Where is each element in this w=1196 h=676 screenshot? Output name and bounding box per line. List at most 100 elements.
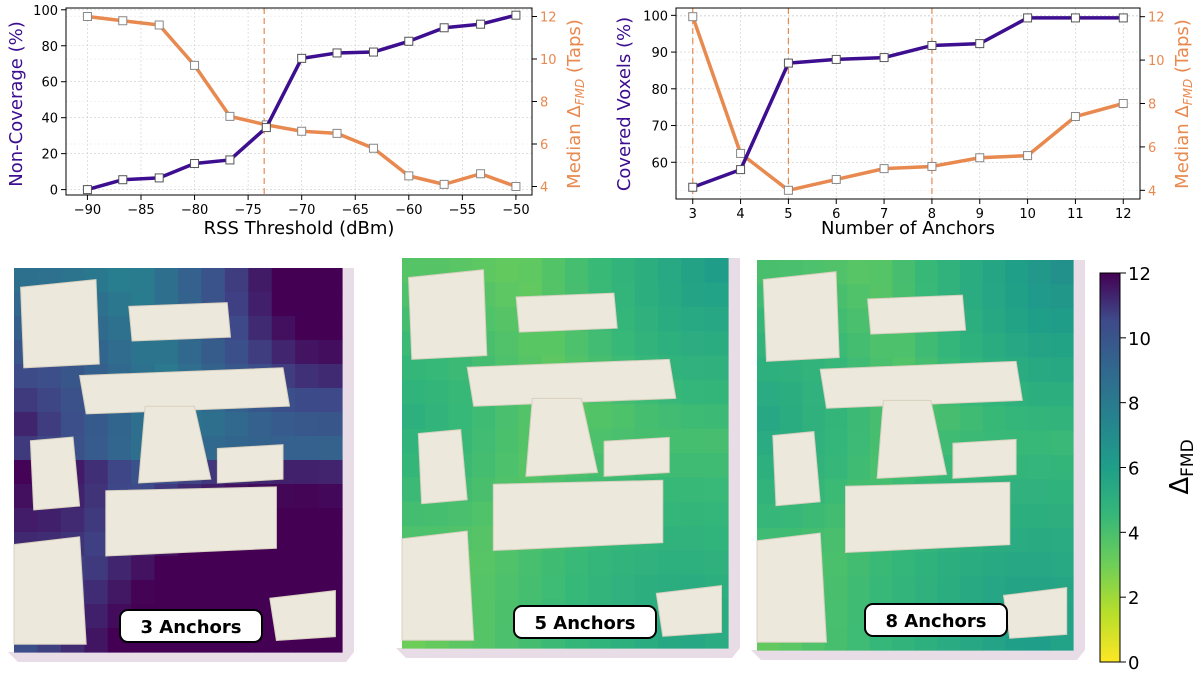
map-cell bbox=[847, 576, 871, 602]
map-cell bbox=[84, 556, 109, 581]
colorbar-tick-label: 0 bbox=[1128, 653, 1139, 674]
map-cell bbox=[1027, 284, 1052, 310]
map-cell bbox=[779, 503, 803, 529]
map-furniture bbox=[29, 436, 81, 511]
rss-primary-point bbox=[225, 155, 235, 165]
map-cell bbox=[915, 333, 939, 359]
map-cell bbox=[471, 428, 496, 454]
map-cell bbox=[295, 508, 320, 533]
map-cell bbox=[107, 268, 132, 293]
map-cell bbox=[271, 268, 296, 293]
map-cell bbox=[14, 412, 39, 437]
anchors-primary-point bbox=[927, 40, 937, 50]
anchors-y2label-main: Median Δ bbox=[1172, 105, 1193, 189]
anchors-y2tick-label: 10 bbox=[1148, 54, 1165, 69]
map-cell bbox=[178, 580, 203, 605]
map-cell bbox=[982, 260, 1006, 285]
map-cell bbox=[824, 430, 848, 456]
chart-number-of-anchors: Covered Voxels (%) Number of Anchors Med… bbox=[614, 7, 1195, 239]
map-cell bbox=[495, 282, 520, 308]
map-cell bbox=[588, 550, 613, 576]
map-cell bbox=[681, 526, 706, 552]
map-cell bbox=[448, 355, 473, 381]
map-cell bbox=[779, 381, 803, 407]
map-cell bbox=[84, 412, 109, 437]
anchors-primary-point bbox=[783, 58, 793, 68]
anchors-y2tick-label: 4 bbox=[1148, 184, 1156, 199]
map-cell bbox=[201, 340, 226, 365]
map-cell bbox=[318, 292, 343, 317]
rss-ytick-label: 80 bbox=[41, 40, 58, 55]
map-cell bbox=[295, 412, 320, 437]
rss-ytick-label: 60 bbox=[41, 76, 58, 91]
rss-xtick-label: −75 bbox=[234, 203, 261, 218]
map-cell bbox=[757, 381, 781, 407]
anchors-secondary-point bbox=[736, 148, 746, 158]
anchors-y2tick-label: 6 bbox=[1148, 141, 1156, 156]
map-cell bbox=[295, 316, 320, 341]
map-cell bbox=[402, 355, 426, 381]
map-cell bbox=[518, 258, 543, 283]
map-furniture bbox=[466, 358, 677, 407]
map-cell bbox=[154, 556, 179, 581]
rss-secondary-point bbox=[368, 143, 378, 153]
map-cell bbox=[847, 455, 871, 480]
colorbar-tick-label: 10 bbox=[1128, 329, 1151, 350]
map-cell bbox=[178, 268, 203, 293]
map-cell bbox=[1050, 479, 1074, 505]
map-cell bbox=[802, 357, 826, 383]
map-furniture bbox=[845, 481, 1011, 554]
anchors-secondary-point bbox=[1023, 151, 1033, 161]
map-cell bbox=[757, 479, 781, 505]
map-furniture bbox=[269, 590, 336, 642]
map-cell bbox=[704, 453, 729, 478]
map-cell bbox=[847, 260, 871, 285]
map-cell bbox=[471, 453, 496, 478]
map-cell bbox=[960, 260, 984, 285]
map-cell bbox=[448, 404, 473, 430]
map-cell bbox=[704, 404, 729, 430]
map-cell bbox=[634, 404, 659, 430]
map-cell bbox=[1005, 479, 1029, 505]
map-cell bbox=[1050, 552, 1074, 578]
map-cell bbox=[634, 331, 659, 357]
map-cell bbox=[84, 628, 109, 653]
anchors-primary-point bbox=[975, 39, 985, 49]
map-cell bbox=[471, 404, 496, 430]
map-cell bbox=[588, 331, 613, 357]
map-cell bbox=[248, 556, 273, 581]
colorbar-label-main: Δ bbox=[1165, 477, 1195, 495]
map-cell bbox=[658, 550, 683, 576]
map-furniture bbox=[756, 532, 828, 643]
map-cell bbox=[681, 379, 706, 405]
map-cell bbox=[757, 357, 781, 383]
map-cell bbox=[271, 292, 296, 317]
map-cell bbox=[318, 364, 343, 389]
map-furniture bbox=[603, 436, 670, 477]
map-cell bbox=[1005, 333, 1029, 359]
map-cell bbox=[982, 284, 1006, 310]
map-label-box bbox=[119, 609, 263, 643]
rss-primary-point bbox=[118, 175, 128, 185]
map-cell bbox=[402, 501, 426, 527]
map-label-box bbox=[513, 605, 657, 639]
map-cell bbox=[1027, 308, 1052, 334]
rss-y2label-sub: FMD bbox=[573, 79, 587, 106]
map-cell bbox=[704, 331, 729, 357]
map-cell bbox=[915, 260, 939, 285]
map-cell bbox=[960, 308, 984, 334]
anchors-xlabel: Number of Anchors bbox=[821, 218, 995, 239]
map-cell bbox=[224, 268, 249, 293]
map-cell bbox=[1027, 333, 1052, 359]
map-cell bbox=[937, 333, 961, 359]
map-cell bbox=[495, 574, 520, 600]
map-slab-side bbox=[1073, 260, 1085, 650]
map-cell bbox=[178, 556, 203, 581]
map-cell bbox=[224, 340, 249, 365]
map-cell bbox=[915, 576, 939, 602]
map-cell bbox=[84, 460, 109, 485]
map-cell bbox=[402, 404, 426, 430]
map-cell bbox=[318, 268, 343, 293]
map-cell bbox=[960, 552, 984, 578]
